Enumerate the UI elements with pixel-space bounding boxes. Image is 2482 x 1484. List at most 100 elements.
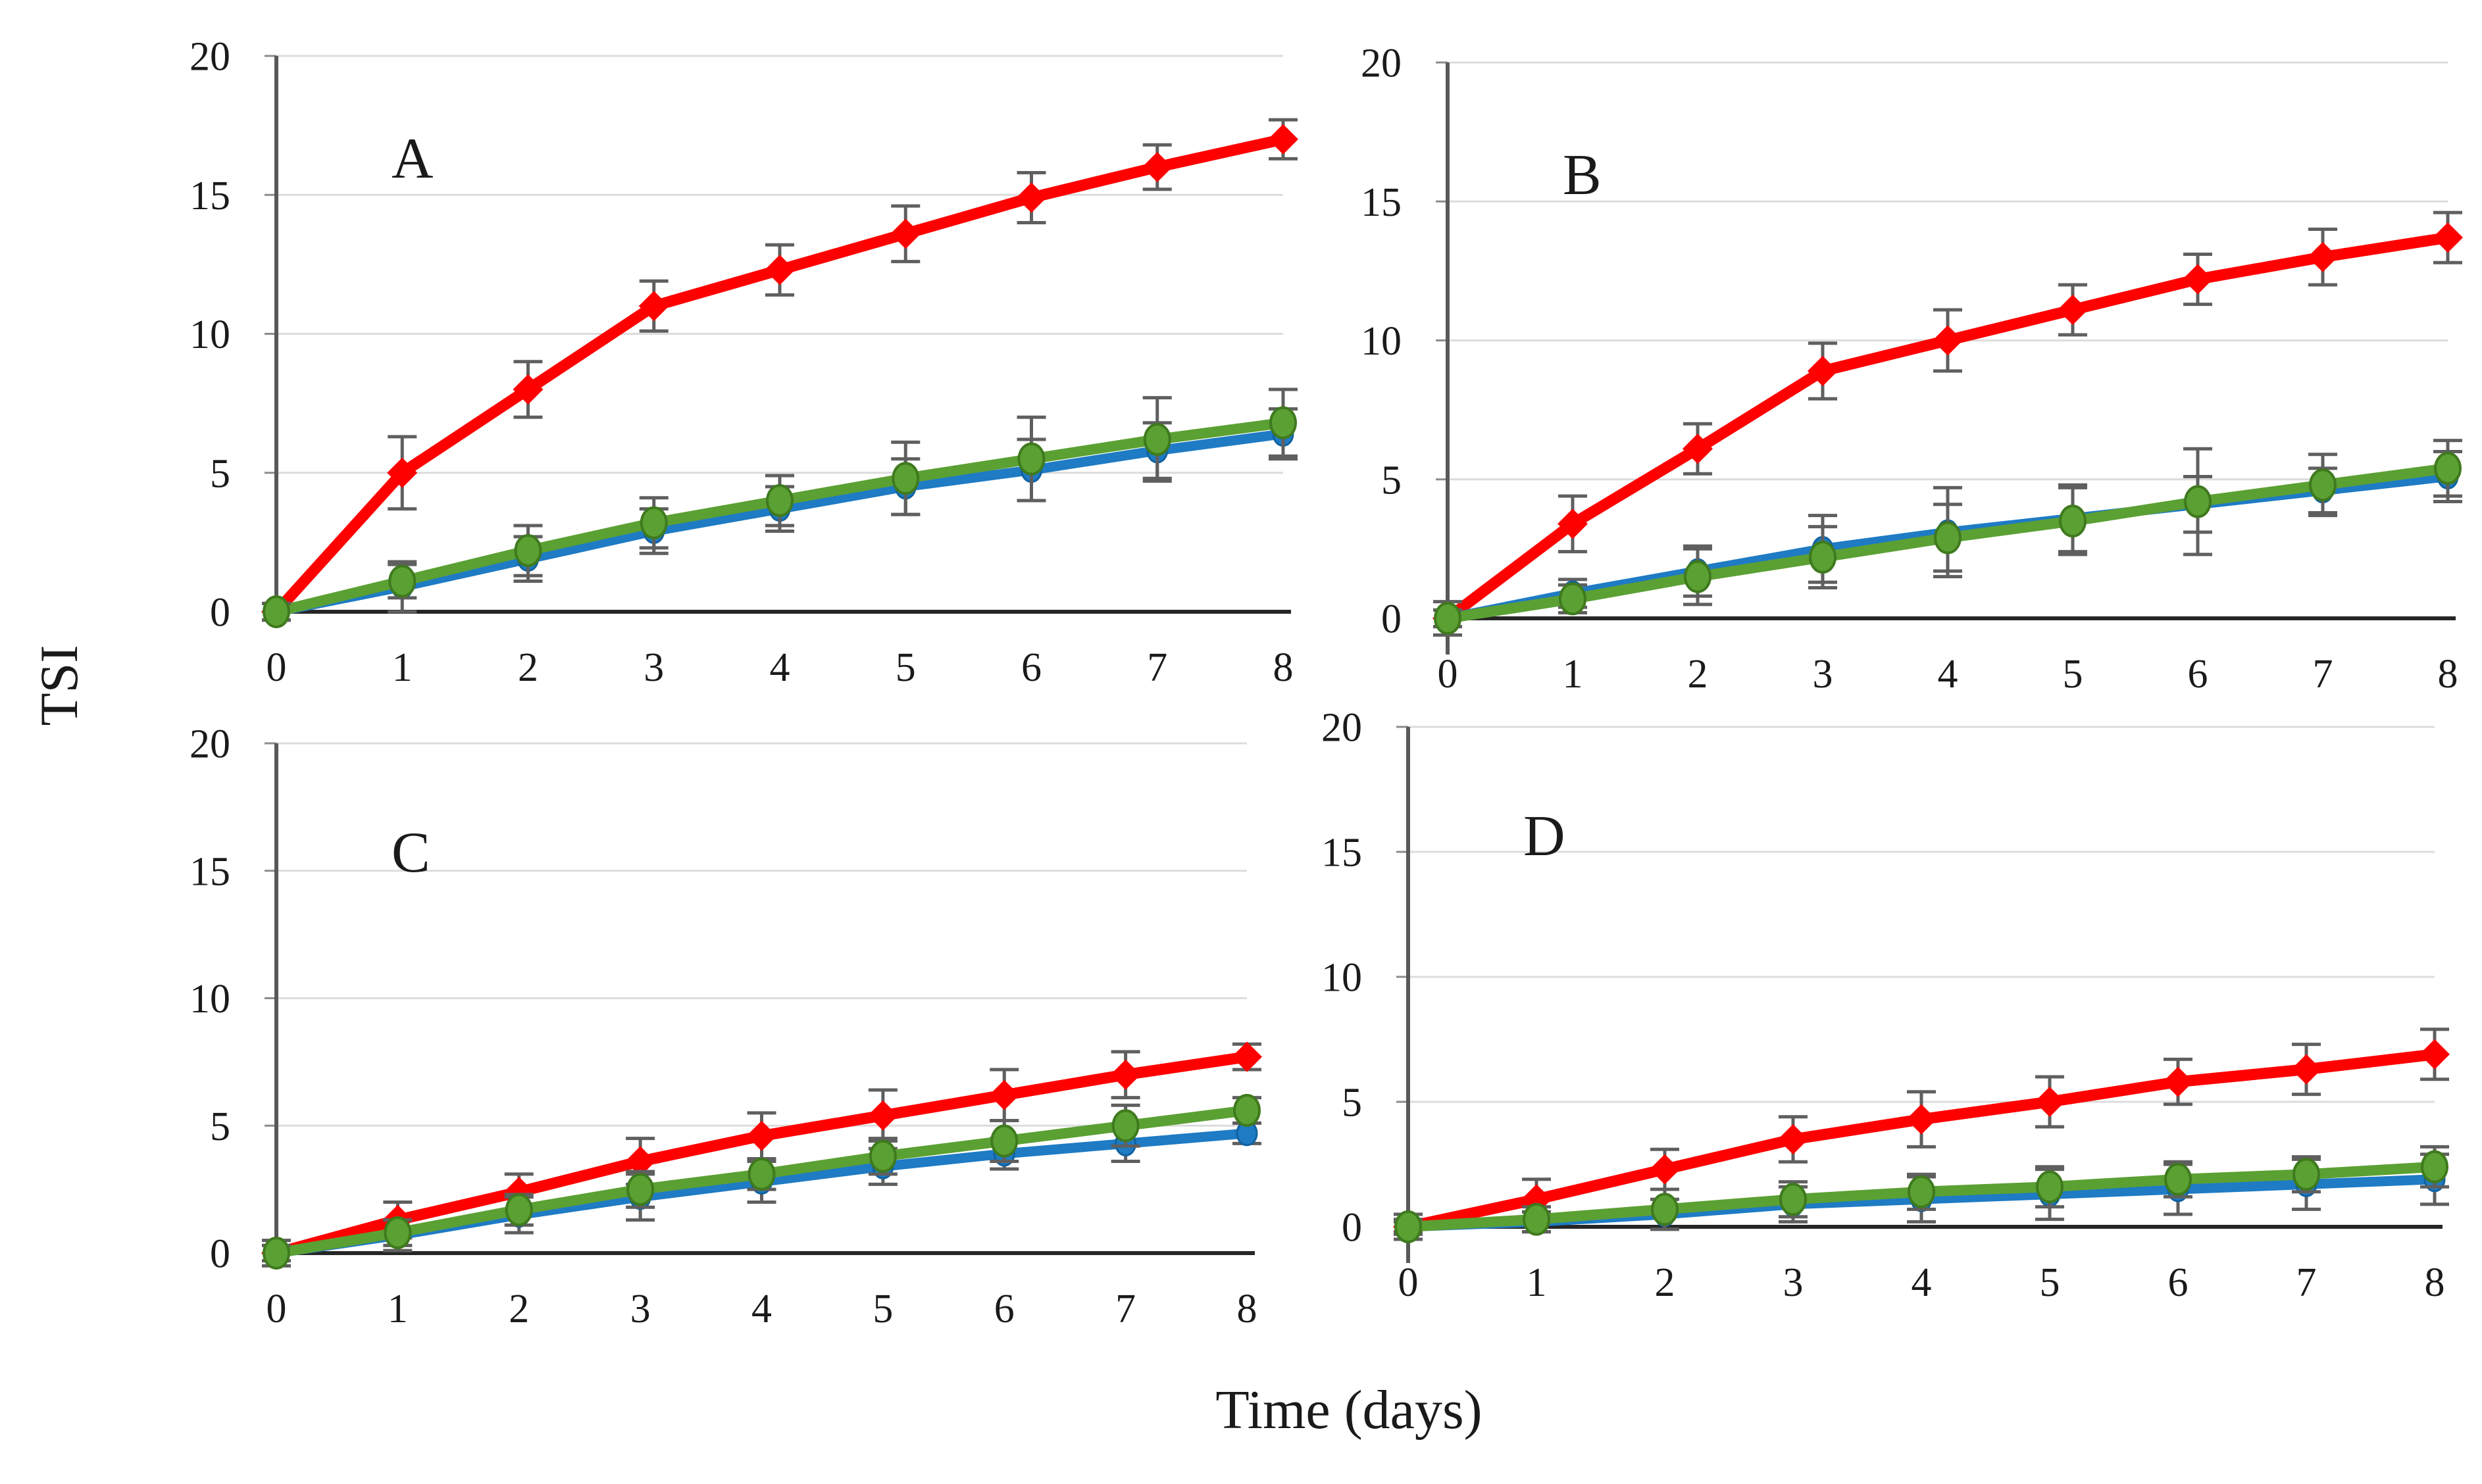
panel-b-chart: 0 5 10 15 20 0 1 2 3 4 5 6 7 8 B: [1361, 41, 2463, 697]
green-data-point: [990, 1124, 1019, 1158]
x-tick-label: 0: [266, 1287, 287, 1331]
green-data-point: [1908, 1175, 1935, 1208]
y-tick-label: 10: [190, 977, 230, 1022]
red-data-point: [1110, 1059, 1141, 1090]
red-data-point: [1268, 124, 1298, 155]
panel-a-chart: 0 5 10 15 20 0 1 2 3 4 5 6 7 8 A: [190, 35, 1298, 690]
green-data-point: [1233, 1094, 1261, 1127]
green-data-point: [1394, 1210, 1422, 1243]
red-data-point: [387, 457, 418, 488]
x-tick-label: 0: [1398, 1260, 1419, 1305]
x-tick-label: 4: [1938, 652, 1958, 697]
y-tick-label: 5: [210, 451, 230, 496]
red-data-point: [1232, 1041, 1262, 1072]
green-data-point: [1111, 1109, 1140, 1143]
red-data-point: [1683, 433, 1713, 464]
green-data-point: [263, 595, 290, 628]
x-tick-label: 6: [994, 1287, 1015, 1331]
panel-label: A: [392, 127, 434, 191]
x-tick-label: 5: [2063, 652, 2083, 697]
panel-label: D: [1523, 804, 1565, 868]
red-data-point: [2183, 264, 2213, 295]
green-data-point: [892, 462, 920, 495]
y-tick-label: 15: [190, 849, 230, 894]
green-data-point: [766, 484, 794, 517]
green-data-point: [2434, 451, 2462, 485]
green-data-point: [514, 534, 542, 568]
green-data-point: [2164, 1162, 2192, 1196]
panel-label: B: [1563, 143, 1602, 207]
green-data-point: [747, 1157, 776, 1191]
green-data-point: [1434, 602, 1461, 635]
y-tick-label: 20: [1321, 706, 1362, 751]
y-tick-label: 15: [190, 174, 230, 218]
y-tick-label: 10: [1321, 956, 1362, 1001]
red-data-point: [746, 1120, 777, 1151]
red-data-point: [1650, 1154, 1680, 1185]
green-data-point: [869, 1139, 897, 1173]
red-data-point: [638, 291, 669, 322]
panel-label: C: [392, 821, 430, 885]
x-tick-label: 1: [1527, 1260, 1547, 1305]
y-tick-label: 10: [190, 312, 230, 357]
green-data-point: [640, 506, 668, 539]
red-data-point: [1142, 152, 1173, 182]
x-tick-label: 6: [2168, 1260, 2189, 1305]
x-tick-label: 6: [1021, 645, 1042, 690]
red-data-point: [1933, 325, 1963, 356]
y-tick-label: 20: [1361, 41, 1402, 86]
x-tick-label: 0: [266, 645, 287, 690]
y-tick-label: 0: [210, 1232, 230, 1277]
y-tick-label: 5: [1342, 1081, 1362, 1125]
x-tick-label: 7: [2313, 652, 2333, 697]
x-tick-label: 8: [2425, 1260, 2445, 1305]
red-data-point: [890, 218, 921, 249]
x-tick-label: 2: [1655, 1260, 1675, 1305]
y-axis-title: TSI: [29, 645, 89, 726]
y-tick-label: 5: [210, 1104, 230, 1149]
green-data-point: [1651, 1193, 1679, 1226]
red-data-point: [2035, 1087, 2065, 1117]
red-data-point: [765, 255, 795, 285]
red-data-point: [1906, 1104, 1937, 1135]
x-tick-label: 2: [518, 645, 538, 690]
green-data-point: [263, 1237, 290, 1270]
green-data-point: [626, 1173, 655, 1206]
x-tick-label: 1: [1563, 652, 1583, 697]
x-tick-label: 7: [1115, 1287, 1136, 1331]
x-tick-label: 3: [644, 645, 664, 690]
red-data-point: [1558, 508, 1588, 539]
green-data-point: [2292, 1158, 2320, 1191]
green-data-point: [1143, 423, 1171, 457]
x-tick-label: 4: [770, 645, 790, 690]
red-data-point: [867, 1100, 898, 1131]
red-series-line: [270, 134, 1289, 618]
x-tick-label: 3: [1813, 652, 1833, 697]
red-data-point: [1016, 182, 1047, 213]
green-data-point: [1017, 442, 1046, 476]
red-data-point: [625, 1146, 656, 1177]
x-tick-label: 5: [873, 1287, 893, 1331]
red-data-point: [2419, 1039, 2450, 1070]
x-tick-label: 2: [509, 1287, 529, 1331]
x-tick-label: 1: [388, 1287, 408, 1331]
red-data-point: [2433, 222, 2463, 253]
x-tick-label: 7: [1147, 645, 1167, 690]
green-data-point: [1559, 582, 1586, 616]
red-data-point: [989, 1079, 1020, 1110]
y-tick-label: 5: [1381, 458, 1402, 503]
x-tick-label: 8: [1273, 645, 1294, 690]
panel-d-chart: 0 5 10 15 20 0 1 2 3 4 5 6 7 8 D: [1321, 706, 2450, 1305]
green-data-point: [384, 1216, 412, 1249]
x-tick-label: 0: [1438, 652, 1458, 697]
red-data-point: [1778, 1124, 1808, 1154]
x-tick-label: 3: [1783, 1260, 1804, 1305]
x-tick-label: 5: [896, 645, 916, 690]
y-tick-label: 20: [190, 35, 230, 80]
green-data-point: [388, 564, 417, 598]
x-tick-label: 5: [2040, 1260, 2060, 1305]
green-data-point: [2059, 505, 2087, 538]
green-data-point: [505, 1193, 533, 1227]
y-tick-label: 10: [1361, 319, 1402, 364]
